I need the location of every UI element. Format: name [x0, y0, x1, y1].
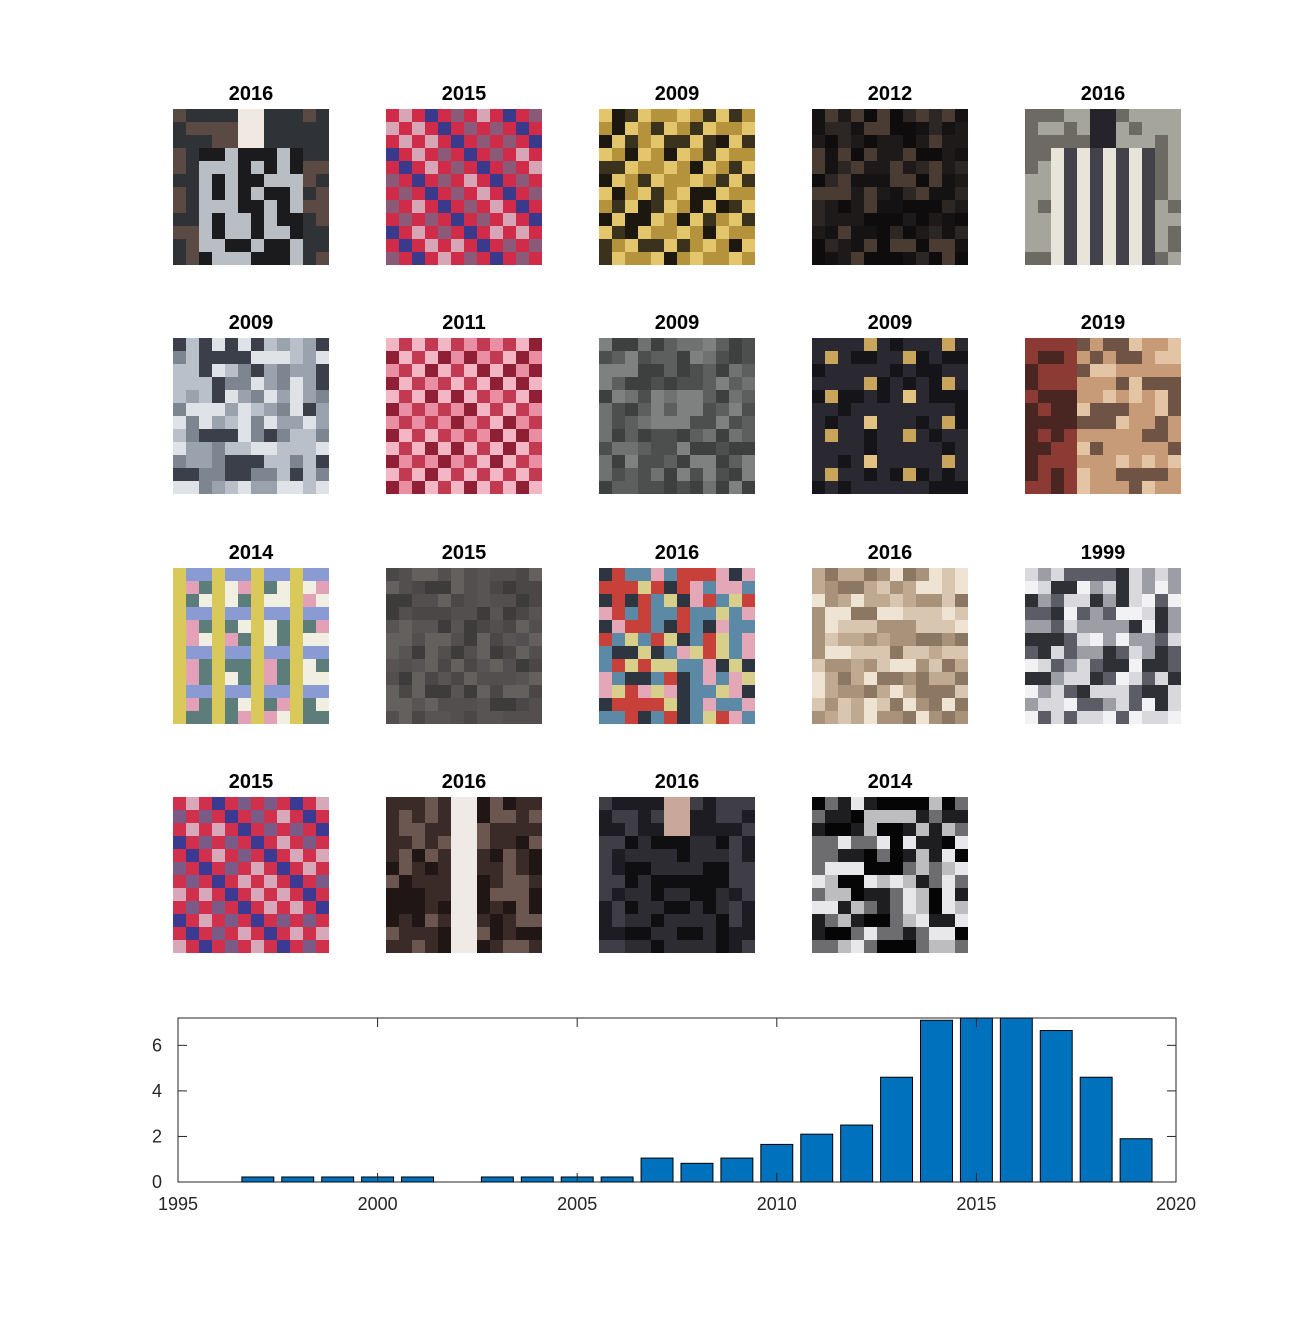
fabric-thumbnail-image [812, 109, 968, 265]
fabric-thumbnail-image [1025, 568, 1181, 724]
histogram-bar [640, 1157, 674, 1183]
thumbnail-year-title: 2011 [442, 312, 486, 334]
thumbnail-year-title: 2009 [654, 83, 700, 105]
x-tick-label: 2000 [358, 1194, 398, 1214]
x-tick-label: 1995 [158, 1194, 198, 1214]
thumbnail-tile: 2015 [386, 542, 542, 724]
fabric-thumbnail-image [386, 797, 542, 953]
fabric-thumbnail-image [812, 797, 968, 953]
thumbnail-tile: 2016 [599, 771, 755, 953]
fabric-thumbnail-image [173, 797, 329, 953]
thumbnail-tile: 2014 [173, 542, 329, 724]
y-tick-label: 6 [152, 1035, 162, 1055]
histogram-bar [321, 1176, 355, 1183]
histogram-bar [281, 1176, 315, 1183]
thumbnail-year-title: 2014 [228, 542, 274, 564]
histogram-bar [840, 1124, 874, 1183]
histogram-bar [920, 1019, 953, 1183]
thumbnail-tile: 2011 [386, 312, 542, 494]
histogram-bar [520, 1176, 554, 1183]
thumbnail-year-title: 2016 [228, 83, 274, 105]
thumbnail-year-title: 2016 [654, 542, 700, 564]
histogram-bar [959, 1017, 993, 1183]
thumbnail-year-title: 2016 [1080, 83, 1126, 105]
histogram-bar [600, 1176, 634, 1183]
histogram-bar [720, 1157, 754, 1183]
x-tick-label: 2020 [1156, 1194, 1196, 1214]
histogram-bar [1039, 1030, 1073, 1183]
thumbnail-year-title: 2015 [441, 83, 487, 105]
fabric-thumbnail-image [386, 338, 542, 494]
thumbnail-tile: 2016 [599, 542, 755, 724]
fabric-thumbnail-image [173, 338, 329, 494]
thumbnail-tile: 2016 [386, 771, 542, 953]
thumbnail-year-title: 2015 [441, 542, 487, 564]
histogram-bar [1079, 1076, 1113, 1183]
fabric-thumbnail-image [599, 338, 755, 494]
thumbnail-tile: 2019 [1025, 312, 1181, 494]
thumbnail-tile: 2015 [386, 83, 542, 265]
x-tick-label: 2005 [557, 1194, 597, 1214]
histogram-bar [480, 1176, 514, 1183]
y-tick-label: 0 [152, 1172, 162, 1192]
thumbnail-year-title: 2016 [867, 542, 913, 564]
fabric-thumbnail-image [1025, 109, 1181, 265]
thumbnail-tile: 2009 [812, 312, 968, 494]
histogram-bar [999, 1017, 1033, 1183]
thumbnail-tile: 2014 [812, 771, 968, 953]
thumbnail-year-title: 2014 [867, 771, 913, 793]
fabric-thumbnail-image [173, 109, 329, 265]
thumbnail-year-title: 2016 [654, 771, 700, 793]
histogram-bar [241, 1176, 275, 1183]
fabric-thumbnail-image [599, 797, 755, 953]
x-tick-label: 2015 [956, 1194, 996, 1214]
thumbnail-tile: 2009 [599, 312, 755, 494]
thumbnail-tile: 2012 [812, 83, 968, 265]
y-tick-label: 2 [152, 1126, 162, 1146]
thumbnail-year-title: 2015 [228, 771, 274, 793]
thumbnail-tile: 2016 [812, 542, 968, 724]
x-tick-label: 2010 [757, 1194, 797, 1214]
fabric-thumbnail-image [599, 568, 755, 724]
thumbnail-year-title: 2009 [867, 312, 913, 334]
thumbnail-tile: 2009 [599, 83, 755, 265]
thumbnail-year-title: 2009 [228, 312, 274, 334]
histogram-bar [401, 1176, 434, 1183]
histogram-bar [680, 1162, 714, 1183]
thumbnail-tile: 2016 [1025, 83, 1181, 265]
thumbnail-year-title: 2016 [441, 771, 487, 793]
fabric-thumbnail-image [1025, 338, 1181, 494]
fabric-thumbnail-image [173, 568, 329, 724]
fabric-thumbnail-image [386, 109, 542, 265]
fabric-thumbnail-image [812, 338, 968, 494]
thumbnail-tile: 2016 [173, 83, 329, 265]
fabric-thumbnail-image [599, 109, 755, 265]
thumbnail-year-title: 2019 [1080, 312, 1126, 334]
histogram-bar [1119, 1138, 1153, 1183]
histogram-bar [880, 1076, 914, 1183]
thumbnail-tile: 1999 [1025, 542, 1181, 724]
fabric-thumbnail-image [812, 568, 968, 724]
thumbnail-tile: 2015 [173, 771, 329, 953]
thumbnail-tile: 2009 [173, 312, 329, 494]
thumbnail-year-title: 2009 [654, 312, 700, 334]
thumbnail-year-title: 1999 [1080, 542, 1126, 564]
y-tick-label: 4 [152, 1081, 162, 1101]
histogram-bar [800, 1133, 834, 1183]
fabric-thumbnail-image [386, 568, 542, 724]
thumbnail-year-title: 2012 [867, 83, 913, 105]
